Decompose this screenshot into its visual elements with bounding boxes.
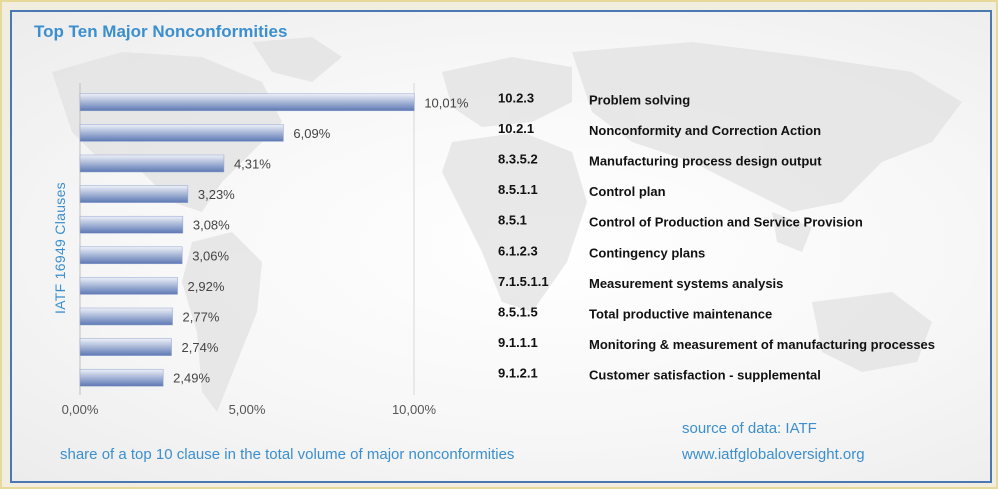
x-tick-label: 5,00% — [229, 402, 266, 417]
source-text: source of data: IATF — [682, 420, 817, 437]
clause-name-label: Contingency plans — [589, 245, 705, 260]
bar-value-label: 3,08% — [193, 218, 230, 233]
bar-value-label: 3,06% — [192, 248, 229, 263]
clause-code-label: 6.1.2.3 — [498, 243, 538, 258]
bar-value-label: 10,01% — [424, 95, 469, 110]
clause-name-label: Total productive maintenance — [589, 307, 772, 322]
clause-code-label: 8.3.5.2 — [498, 152, 538, 167]
clause-code-label: 8.5.1.1 — [498, 182, 538, 197]
clause-name-label: Control of Production and Service Provis… — [589, 215, 863, 230]
x-tick-label: 10,00% — [392, 402, 437, 417]
clause-code-label: 10.2.1 — [498, 121, 534, 136]
bar-value-label: 3,23% — [198, 187, 235, 202]
clause-name-label: Problem solving — [589, 92, 690, 107]
bar-value-label: 2,49% — [173, 371, 210, 386]
bar — [79, 307, 173, 326]
clause-code-label: 7.1.5.1.1 — [498, 274, 549, 289]
chart-panel: Top Ten Major Nonconformities IATF 16949… — [10, 10, 992, 483]
x-axis-label: share of a top 10 clause in the total vo… — [60, 446, 515, 463]
bar — [79, 277, 178, 295]
bar — [79, 368, 164, 387]
clause-name-label: Measurement systems analysis — [589, 276, 783, 291]
source-url-link[interactable]: www.iatfglobaloversight.org — [682, 446, 865, 463]
clause-name-label: Customer satisfaction - supplemental — [589, 368, 821, 383]
clause-name-label: Control plan — [589, 184, 666, 199]
clause-code-label: 8.5.1.5 — [498, 305, 538, 320]
x-tick-label: 0,00% — [62, 402, 99, 417]
clause-name-label: Manufacturing process design output — [589, 154, 822, 169]
bar — [79, 215, 184, 234]
clause-code-label: 10.2.3 — [498, 90, 534, 105]
clause-code-label: 9.1.2.1 — [498, 366, 538, 381]
bar — [79, 338, 172, 356]
bar-value-label: 2,77% — [183, 310, 220, 325]
bar — [79, 154, 225, 173]
bar-value-label: 6,09% — [293, 126, 330, 141]
bar-value-label: 2,92% — [188, 279, 225, 294]
bar — [79, 246, 183, 265]
bar — [79, 185, 189, 203]
bar — [79, 93, 415, 112]
bar-value-label: 4,31% — [234, 157, 271, 172]
clause-name-label: Nonconformity and Correction Action — [589, 123, 821, 138]
clause-name-label: Monitoring & measurement of manufacturin… — [589, 337, 935, 352]
bar — [79, 124, 284, 142]
bar-value-label: 2,74% — [182, 340, 219, 355]
chart-title: Top Ten Major Nonconformities — [34, 22, 288, 41]
clause-code-label: 8.5.1 — [498, 213, 527, 228]
clause-code-label: 9.1.1.1 — [498, 335, 538, 350]
bar-chart: 0,00% 5,00% 10,00% 10,01% 10.2.3 Problem sol… — [62, 83, 935, 417]
